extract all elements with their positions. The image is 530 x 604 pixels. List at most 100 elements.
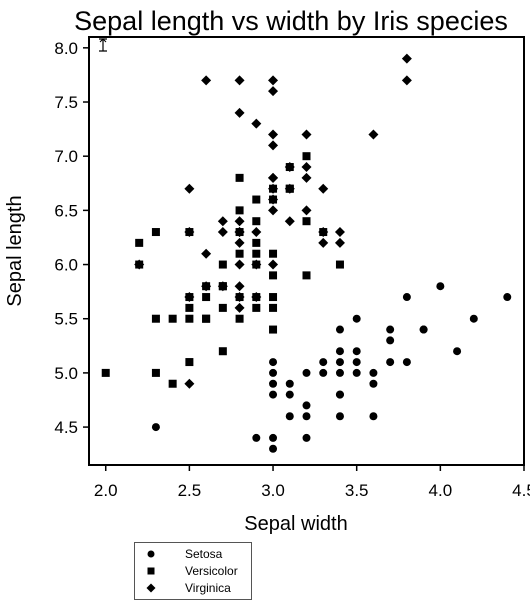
setosa-point <box>386 336 395 345</box>
legend-label: Virginica <box>185 581 231 595</box>
versicolor-point <box>269 325 278 334</box>
virginica-point <box>268 75 279 86</box>
virginica-point <box>217 216 228 227</box>
legend-item-virginica: Virginica <box>135 581 251 595</box>
versicolor-point <box>151 314 160 323</box>
setosa-point <box>503 293 512 302</box>
setosa-point <box>335 325 344 334</box>
virginica-point <box>301 162 312 173</box>
x-tick-label: 3.5 <box>345 481 369 500</box>
virginica-point <box>184 378 195 389</box>
setosa-point <box>352 358 361 367</box>
setosa-point <box>302 368 311 377</box>
versicolor-point <box>202 314 211 323</box>
text-cursor-icon <box>99 38 107 52</box>
setosa-point <box>269 444 278 453</box>
virginica-point <box>234 259 245 270</box>
versicolor-point <box>185 358 194 367</box>
setosa-point <box>335 347 344 356</box>
virginica-point <box>318 237 329 248</box>
versicolor-point <box>235 173 244 182</box>
setosa-point <box>369 412 378 421</box>
setosa-point <box>285 390 294 399</box>
y-tick-label: 5.0 <box>54 364 78 383</box>
versicolor-point <box>269 249 278 258</box>
virginica-point <box>284 183 295 194</box>
virginica-point <box>134 259 145 270</box>
setosa-point <box>285 412 294 421</box>
x-tick-label: 2.5 <box>178 481 202 500</box>
virginica-point <box>234 292 245 303</box>
versicolor-point <box>168 314 177 323</box>
virginica-point <box>201 248 212 259</box>
virginica-point <box>301 129 312 140</box>
versicolor-point <box>185 303 194 312</box>
setosa-point <box>386 325 395 334</box>
setosa-point <box>269 433 278 442</box>
legend-label: Versicolor <box>185 564 238 578</box>
virginica-point <box>401 75 412 86</box>
x-tick-label: 2.0 <box>94 481 118 500</box>
data-points <box>101 53 512 453</box>
virginica-point <box>184 292 195 303</box>
virginica-point <box>301 205 312 216</box>
versicolor-point <box>252 249 261 258</box>
y-tick-label: 6.5 <box>54 201 78 220</box>
virginica-point <box>184 227 195 238</box>
versicolor-point <box>218 303 227 312</box>
virginica-point <box>268 86 279 97</box>
x-tick-label: 3.0 <box>261 481 285 500</box>
setosa-point <box>469 314 478 323</box>
versicolor-point <box>252 195 261 204</box>
virginica-point <box>301 172 312 183</box>
x-axis-label: Sepal width <box>244 513 347 535</box>
versicolor-point <box>151 228 160 237</box>
virginica-point <box>318 183 329 194</box>
legend-item-setosa: Setosa <box>135 547 251 561</box>
versicolor-point <box>269 293 278 302</box>
setosa-point <box>252 433 261 442</box>
x-tick-label: 4.0 <box>429 481 453 500</box>
versicolor-point <box>202 293 211 302</box>
virginica-point <box>251 118 262 129</box>
setosa-point <box>402 293 411 302</box>
virginica-point <box>251 227 262 238</box>
setosa-point <box>402 358 411 367</box>
virginica-point <box>401 53 412 64</box>
virginica-point <box>334 227 345 238</box>
legend: Setosa Versicolor Virginica <box>134 542 252 600</box>
setosa-point <box>335 390 344 399</box>
virginica-point <box>284 162 295 173</box>
y-axis-label: Sepal length <box>4 195 26 306</box>
versicolor-point <box>252 238 261 247</box>
setosa-point <box>436 282 445 291</box>
virginica-point <box>268 183 279 194</box>
setosa-point <box>335 412 344 421</box>
versicolor-point <box>151 368 160 377</box>
versicolor-point <box>269 303 278 312</box>
chart-title: Sepal length vs width by Iris species <box>74 6 508 36</box>
versicolor-point <box>252 217 261 226</box>
y-tick-label: 5.5 <box>54 310 78 329</box>
virginica-point <box>268 259 279 270</box>
setosa-point <box>269 390 278 399</box>
x-tick-label: 4.5 <box>512 481 530 500</box>
setosa-point <box>151 423 160 432</box>
virginica-point <box>284 216 295 227</box>
setosa-point <box>352 368 361 377</box>
versicolor-point <box>302 217 311 226</box>
y-tick-label: 7.5 <box>54 93 78 112</box>
virginica-point <box>184 183 195 194</box>
versicolor-point <box>218 347 227 356</box>
setosa-point <box>419 325 428 334</box>
setosa-point <box>352 347 361 356</box>
y-axis: 4.5 5.0 5.5 6.0 6.5 7.0 7.5 8.0 <box>54 39 89 437</box>
virginica-point <box>234 237 245 248</box>
virginica-point <box>217 281 228 292</box>
versicolor-point <box>185 314 194 323</box>
virginica-point <box>318 227 329 238</box>
setosa-point <box>285 379 294 388</box>
legend-item-versicolor: Versicolor <box>135 564 251 578</box>
virginica-point <box>268 140 279 151</box>
